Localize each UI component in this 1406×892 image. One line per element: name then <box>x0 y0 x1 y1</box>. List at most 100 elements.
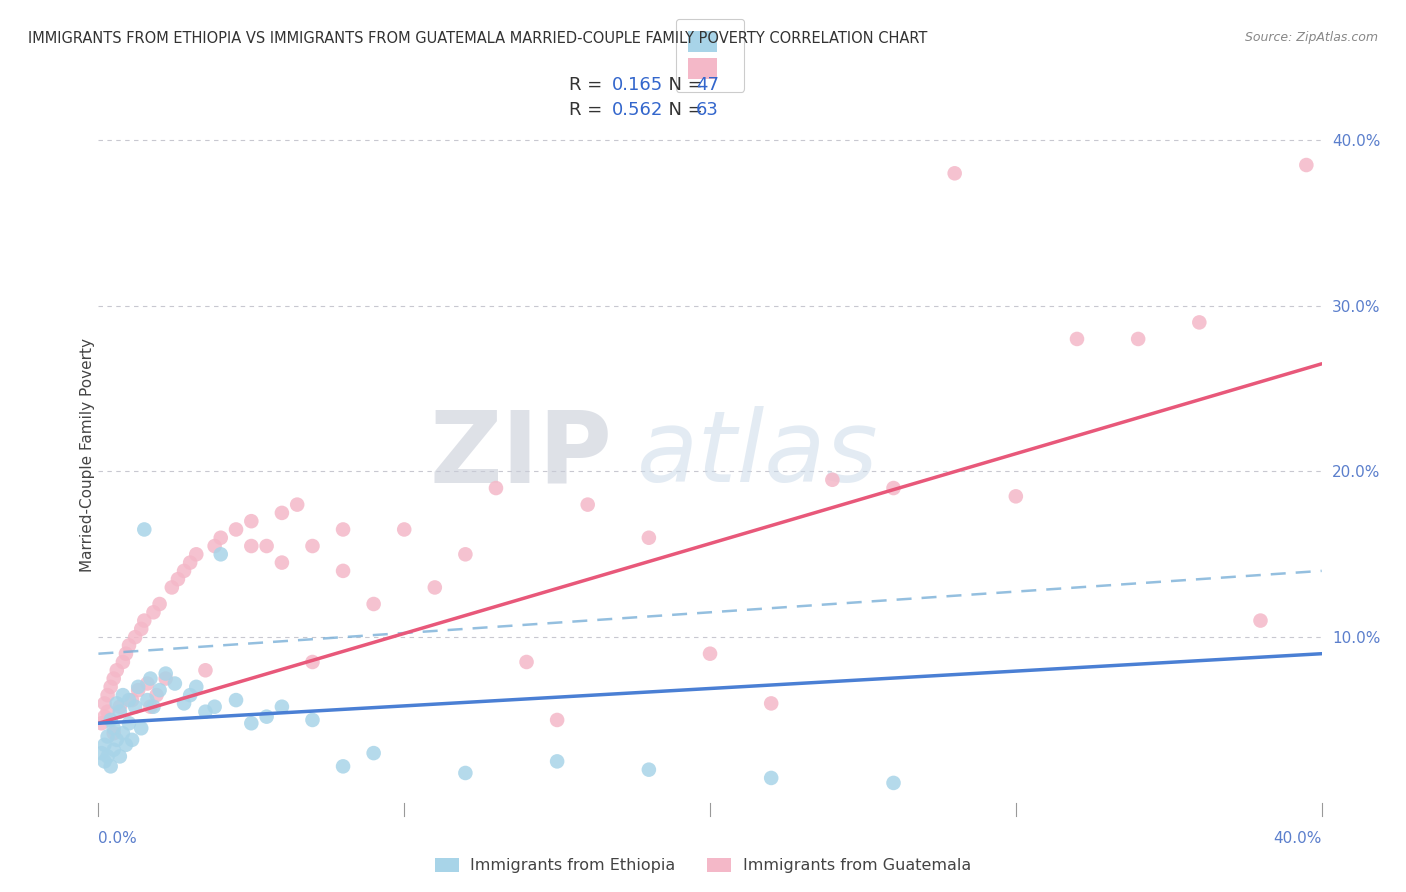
Point <box>136 676 159 690</box>
Point <box>423 581 446 595</box>
Text: N =: N = <box>657 76 709 94</box>
Legend: Immigrants from Ethiopia, Immigrants from Guatemala: Immigrants from Ethiopia, Immigrants fro… <box>429 851 977 880</box>
Point <box>90 716 112 731</box>
Point <box>209 531 232 545</box>
Point <box>576 498 599 512</box>
Point <box>546 755 568 769</box>
Text: ZIP: ZIP <box>429 407 612 503</box>
Point <box>127 683 149 698</box>
Point <box>759 771 782 785</box>
Point <box>186 547 208 561</box>
Point <box>821 473 844 487</box>
Point <box>105 732 128 747</box>
Point <box>115 738 138 752</box>
Point <box>285 498 308 512</box>
Point <box>90 746 112 760</box>
Point <box>332 564 354 578</box>
Point <box>225 693 247 707</box>
Point <box>179 688 201 702</box>
Text: 0.0%: 0.0% <box>98 830 138 846</box>
Point <box>204 699 226 714</box>
Point <box>301 713 323 727</box>
Point <box>100 759 122 773</box>
Point <box>1295 158 1317 172</box>
Text: 47: 47 <box>696 76 718 94</box>
Text: IMMIGRANTS FROM ETHIOPIA VS IMMIGRANTS FROM GUATEMALA MARRIED-COUPLE FAMILY POVE: IMMIGRANTS FROM ETHIOPIA VS IMMIGRANTS F… <box>28 31 928 46</box>
Legend: , : , <box>676 19 744 92</box>
Point <box>485 481 508 495</box>
Point <box>194 663 217 677</box>
Point <box>97 730 120 744</box>
Point <box>145 688 167 702</box>
Point <box>108 749 131 764</box>
Point <box>392 523 416 537</box>
Point <box>546 713 568 727</box>
Point <box>111 726 134 740</box>
Point <box>118 639 141 653</box>
Point <box>186 680 208 694</box>
Point <box>167 572 190 586</box>
Text: 0.165: 0.165 <box>612 76 662 94</box>
Point <box>270 699 292 714</box>
Point <box>173 697 195 711</box>
Point <box>943 166 966 180</box>
Point <box>1188 315 1211 329</box>
Point <box>142 699 165 714</box>
Point <box>883 776 905 790</box>
Point <box>118 693 141 707</box>
Point <box>179 556 201 570</box>
Point <box>454 547 477 561</box>
Point <box>301 655 323 669</box>
Point <box>124 630 146 644</box>
Point <box>1066 332 1088 346</box>
Point <box>103 726 125 740</box>
Point <box>100 713 122 727</box>
Point <box>883 481 905 495</box>
Point <box>194 705 217 719</box>
Point <box>129 622 152 636</box>
Point <box>516 655 538 669</box>
Point <box>105 663 128 677</box>
Point <box>108 705 131 719</box>
Point <box>163 676 186 690</box>
Point <box>139 672 162 686</box>
Point <box>118 716 141 731</box>
Point <box>142 605 165 619</box>
Text: 0.562: 0.562 <box>612 101 664 119</box>
Text: 63: 63 <box>696 101 718 119</box>
Text: R =: R = <box>569 76 609 94</box>
Point <box>97 705 120 719</box>
Point <box>134 523 156 537</box>
Text: 40.0%: 40.0% <box>1274 830 1322 846</box>
Point <box>270 506 292 520</box>
Point <box>127 680 149 694</box>
Point <box>124 699 146 714</box>
Point <box>129 721 152 735</box>
Y-axis label: Married-Couple Family Poverty: Married-Couple Family Poverty <box>80 338 94 572</box>
Point <box>93 697 115 711</box>
Text: atlas: atlas <box>637 407 879 503</box>
Point <box>637 531 661 545</box>
Point <box>93 755 115 769</box>
Point <box>240 514 263 528</box>
Text: R =: R = <box>569 101 609 119</box>
Point <box>637 763 661 777</box>
Point <box>256 709 278 723</box>
Point <box>240 716 263 731</box>
Point <box>100 680 122 694</box>
Point <box>363 746 385 760</box>
Point <box>332 523 354 537</box>
Point <box>240 539 263 553</box>
Point <box>173 564 195 578</box>
Point <box>136 693 159 707</box>
Point <box>97 749 120 764</box>
Point <box>103 721 125 735</box>
Point <box>121 732 143 747</box>
Point <box>454 766 477 780</box>
Point <box>97 688 120 702</box>
Point <box>1128 332 1150 346</box>
Point <box>160 581 183 595</box>
Point <box>111 688 134 702</box>
Point <box>155 672 177 686</box>
Point <box>256 539 278 553</box>
